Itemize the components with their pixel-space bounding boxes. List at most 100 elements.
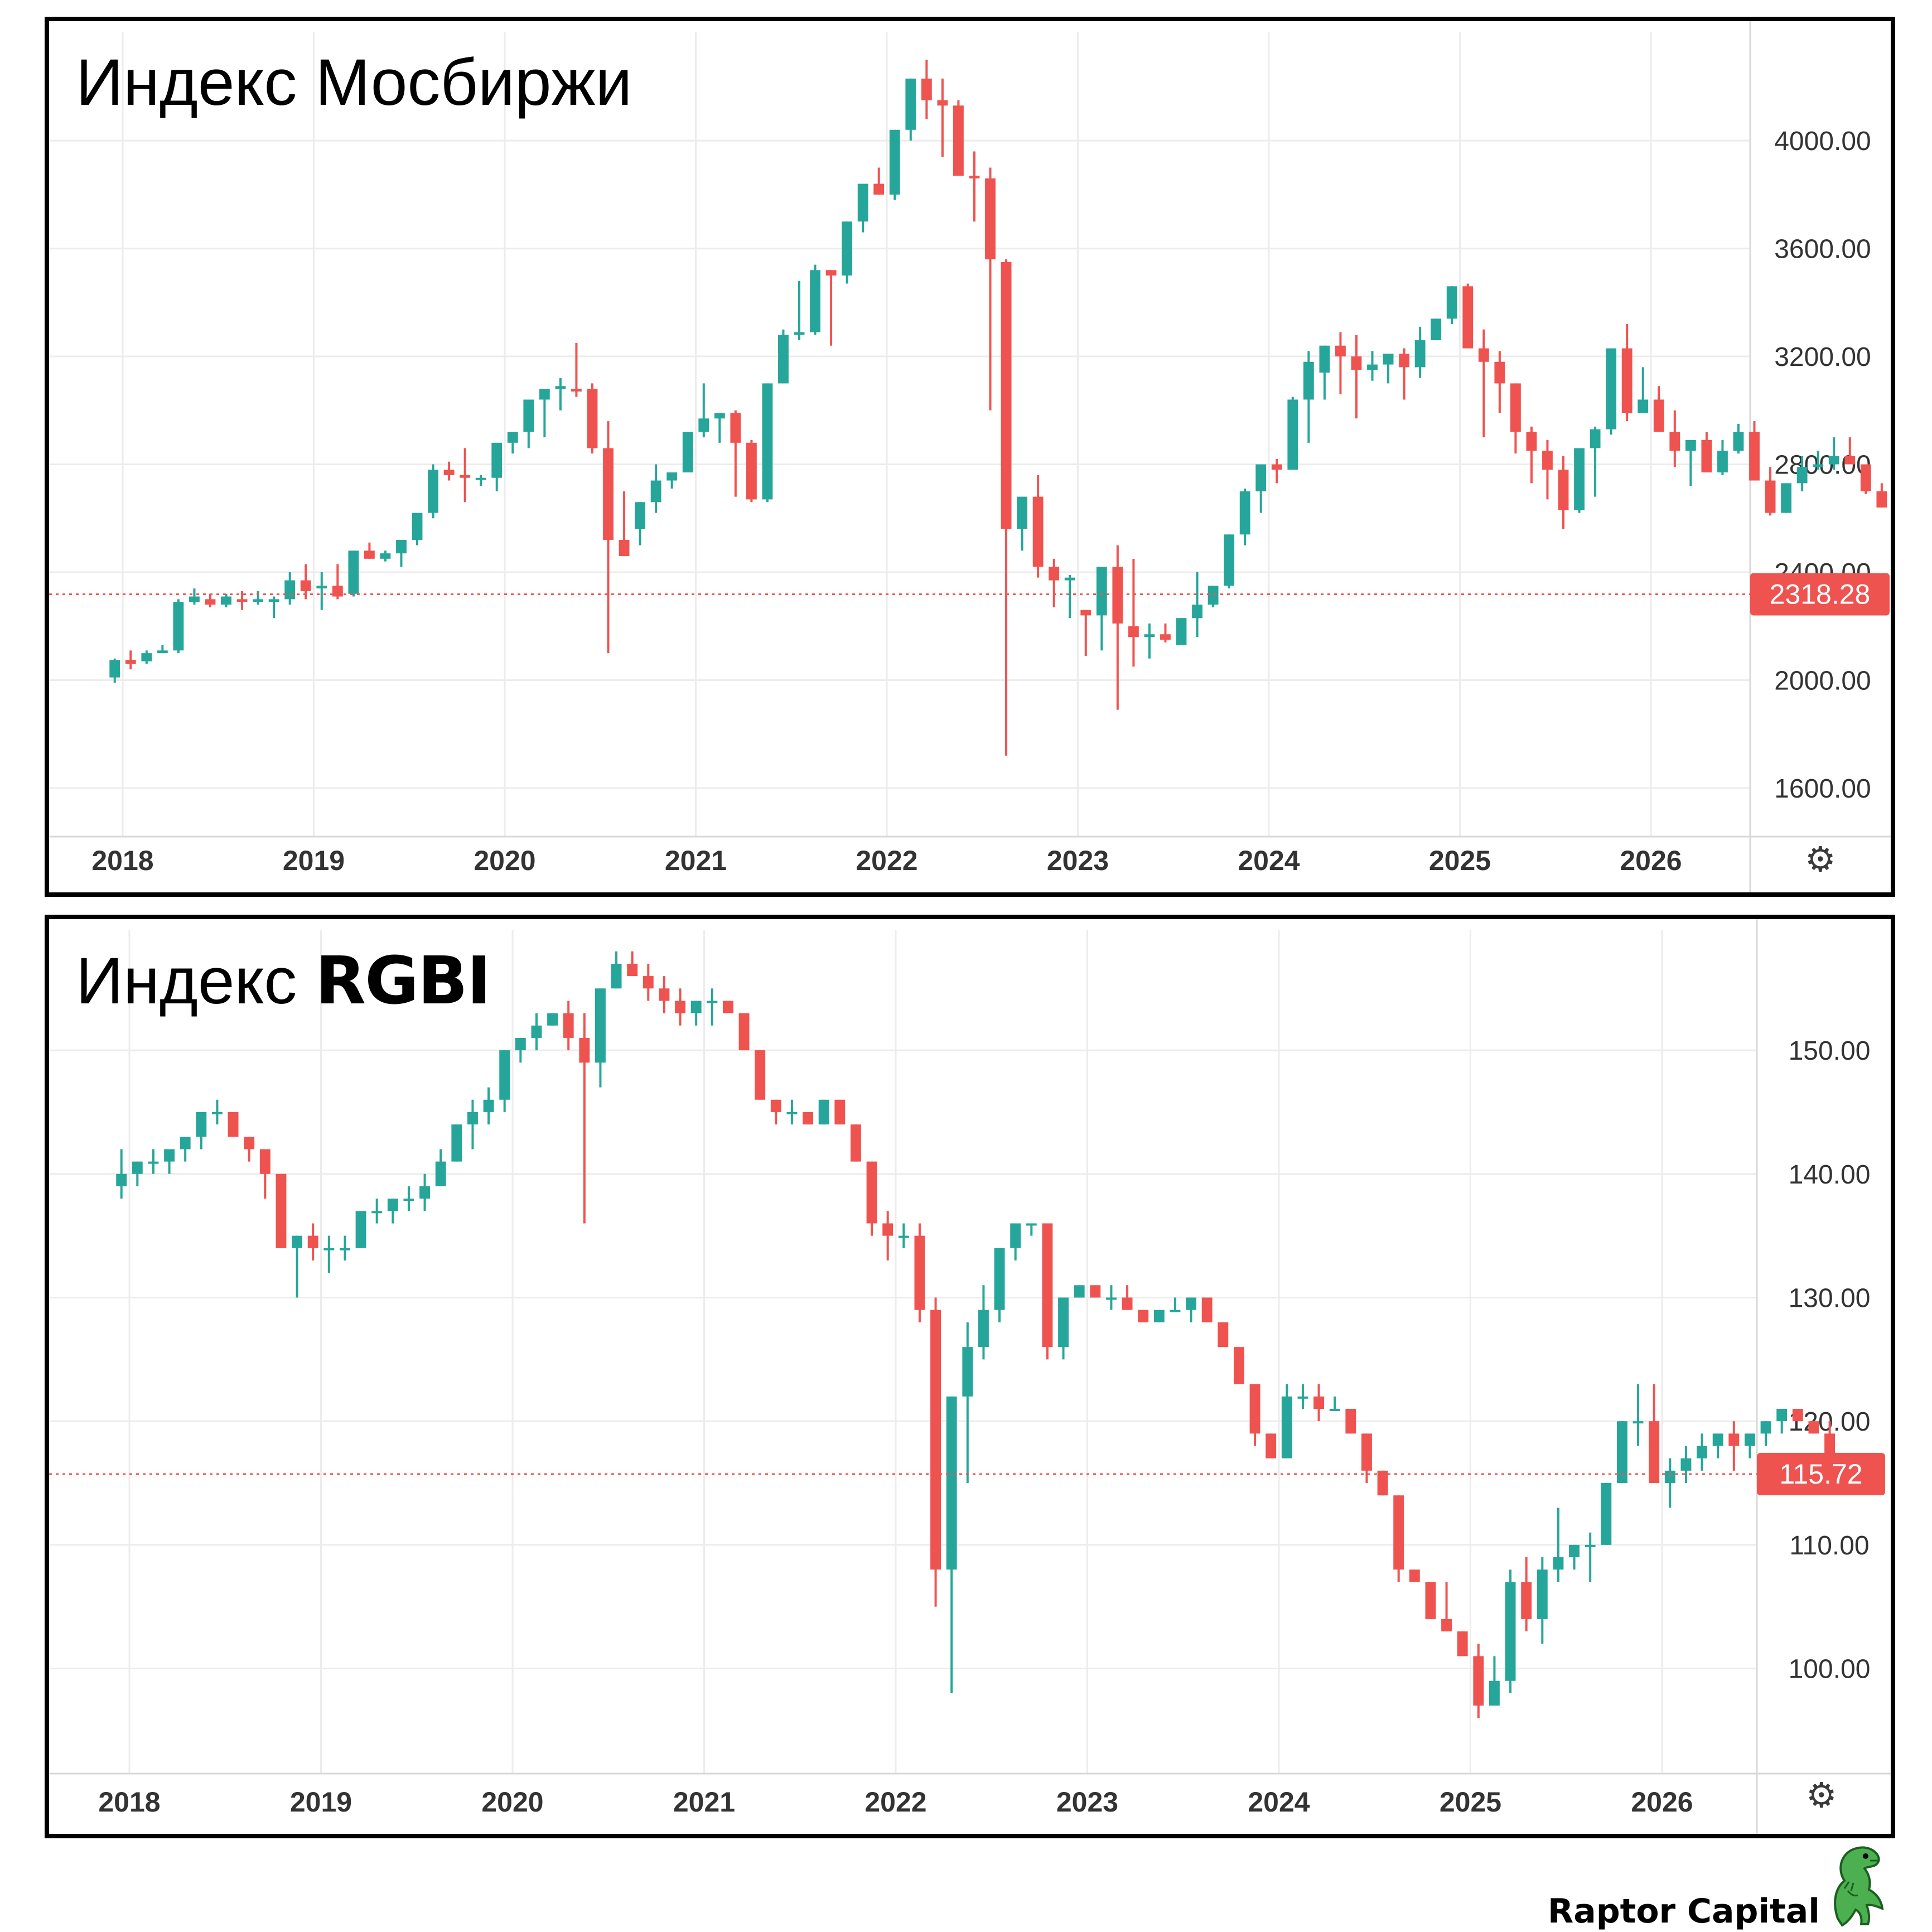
candle-body xyxy=(1090,1285,1101,1298)
candle-body xyxy=(1377,1470,1388,1496)
candle-body xyxy=(746,442,757,500)
candle-body xyxy=(316,586,327,589)
candle-body xyxy=(1297,1396,1308,1399)
candle-body xyxy=(1170,1310,1181,1312)
candle-body xyxy=(1664,1470,1675,1484)
x-axis-tick-label: 2024 xyxy=(1238,845,1300,876)
y-axis-tick-label: 3600.00 xyxy=(1774,235,1871,264)
candle-body xyxy=(132,1161,143,1174)
candle-body xyxy=(443,470,455,475)
candle-body xyxy=(682,432,693,473)
candle-body xyxy=(1489,1680,1500,1706)
candle-body xyxy=(1201,1297,1213,1322)
candle-body xyxy=(1329,1409,1340,1412)
candle-body xyxy=(531,1025,542,1038)
candle-body xyxy=(873,183,885,195)
candle-body xyxy=(1744,1433,1755,1446)
candle-body xyxy=(435,1161,446,1186)
candle-body xyxy=(1026,1223,1037,1226)
candle-body xyxy=(1153,1310,1165,1322)
candle-body xyxy=(1760,1421,1771,1434)
candle-body xyxy=(730,413,741,443)
candle-body xyxy=(619,539,630,556)
candle-body xyxy=(1017,496,1028,529)
settings-gear-icon[interactable]: ⚙ xyxy=(1805,839,1836,880)
x-axis-tick-label: 2024 xyxy=(1248,1786,1310,1818)
candle-body xyxy=(1080,610,1091,616)
chart-title-moex: Индекс Мосбиржи xyxy=(76,46,632,119)
x-axis-tick-label: 2026 xyxy=(1620,845,1682,876)
candle-body xyxy=(1287,399,1298,470)
candle-body xyxy=(1335,345,1346,357)
candle-body xyxy=(818,1099,829,1125)
candle-body xyxy=(236,599,248,602)
y-axis-tick-label: 1600.00 xyxy=(1774,774,1871,804)
candle-body xyxy=(1521,1582,1532,1619)
candle-body xyxy=(1233,1347,1244,1384)
candle-body xyxy=(1680,1458,1692,1471)
x-axis-tick-label: 2025 xyxy=(1440,1786,1501,1818)
candle-body xyxy=(1792,1409,1803,1422)
candle-body xyxy=(1601,1483,1612,1545)
candle-body xyxy=(978,1310,989,1347)
candle-body xyxy=(1701,440,1712,473)
candle-body xyxy=(1781,483,1792,513)
candle-body xyxy=(1266,1433,1277,1458)
candle-body xyxy=(460,475,471,478)
candle-body xyxy=(228,1112,239,1137)
last-price-label: 2318.28 xyxy=(1770,579,1871,610)
dinosaur-icon xyxy=(1834,1846,1884,1927)
candle-body xyxy=(722,1001,733,1013)
candle-body xyxy=(1064,577,1075,581)
candle-body xyxy=(1574,448,1585,510)
candle-body xyxy=(205,599,216,605)
candle-body xyxy=(221,596,231,605)
candle-body xyxy=(451,1124,462,1162)
last-price-badge xyxy=(1750,573,1890,616)
candle-body xyxy=(690,1001,702,1013)
candle-body xyxy=(563,1013,574,1038)
candle-body xyxy=(1749,432,1760,481)
candle-body xyxy=(323,1248,335,1250)
candle-body xyxy=(189,596,200,602)
candle-body xyxy=(659,988,670,1001)
candle-body xyxy=(786,1112,798,1114)
candle-body xyxy=(898,1235,909,1238)
candle-body xyxy=(1042,1223,1053,1347)
settings-gear-icon[interactable]: ⚙ xyxy=(1806,1775,1837,1815)
candle-body xyxy=(1776,1409,1788,1422)
candle-body xyxy=(371,1211,383,1214)
candle-body xyxy=(180,1137,191,1149)
last-price-badge xyxy=(1757,1453,1885,1496)
candle-body xyxy=(1138,1310,1149,1322)
candle-body xyxy=(515,1037,526,1051)
y-axis-tick-label: 130.00 xyxy=(1789,1283,1871,1313)
candle-body xyxy=(985,178,996,259)
candle-body xyxy=(1765,480,1776,513)
candle-body xyxy=(1712,1433,1723,1446)
candle-body xyxy=(962,1347,973,1397)
candle-body xyxy=(1393,1495,1404,1570)
candle-body xyxy=(1813,464,1824,467)
candle-body xyxy=(396,539,407,554)
candle-body xyxy=(523,399,534,432)
candle-body xyxy=(603,448,614,540)
candle-body xyxy=(1239,491,1250,535)
candle-body xyxy=(116,1173,127,1186)
rgbi-index-chart-panel: 2018 2019 2020 2021 2022 2023 2024 2025 2026 100.… xyxy=(45,915,1895,1838)
y-axis-tick-label: 3200.00 xyxy=(1774,342,1871,372)
candle-body xyxy=(1590,429,1601,448)
candle-body xyxy=(1058,1297,1069,1347)
candle-body xyxy=(259,1149,271,1174)
candle-body xyxy=(1425,1582,1436,1619)
candle-body xyxy=(196,1112,207,1137)
candle-body xyxy=(467,1112,478,1125)
candle-body xyxy=(755,1050,766,1100)
candle-body xyxy=(850,1124,861,1162)
candle-body xyxy=(1728,1433,1740,1446)
candle-body xyxy=(1510,383,1521,432)
y-axis-tick-label: 140.00 xyxy=(1789,1160,1871,1190)
candle-body xyxy=(307,1235,318,1248)
candle-body xyxy=(810,270,820,332)
candle-body xyxy=(1224,534,1235,586)
